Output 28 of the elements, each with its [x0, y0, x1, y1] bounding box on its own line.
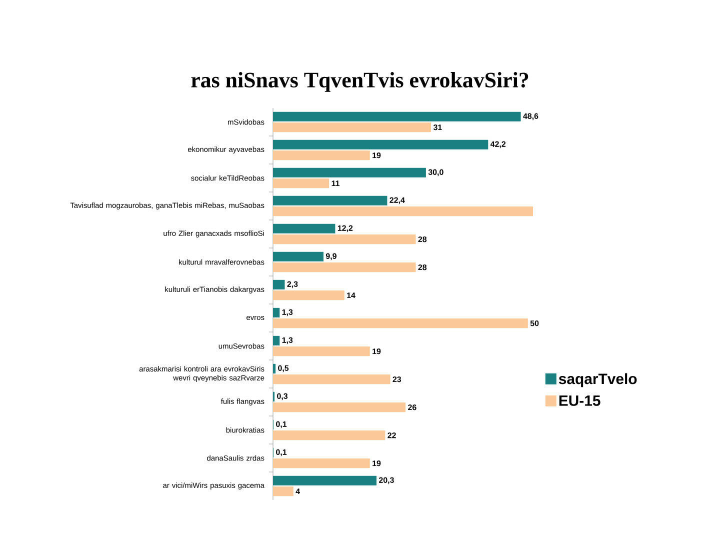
bar: [273, 178, 330, 188]
bar: [273, 346, 370, 356]
legend-label: EU-15: [559, 395, 600, 406]
bar: [273, 336, 280, 346]
bar: [273, 234, 416, 244]
bar: [273, 122, 432, 132]
bar: [273, 150, 370, 160]
bar: [273, 318, 528, 328]
bar: [273, 224, 336, 234]
bar: [273, 364, 276, 374]
bar: [273, 476, 376, 486]
bar: [273, 374, 390, 384]
bar: [273, 196, 388, 206]
bar: [273, 112, 521, 122]
bar: [273, 206, 534, 216]
bar: [273, 262, 416, 272]
bar: [273, 140, 488, 150]
chart-title: ras niSnavs TqvenTvis evrokavSiri?: [191, 72, 528, 92]
bar: [273, 252, 324, 262]
bar: [273, 402, 406, 412]
legend-label: saqarTvelo: [558, 373, 637, 388]
bar: [273, 168, 426, 178]
bar: [273, 290, 344, 300]
bar: [273, 458, 370, 468]
bar: [273, 308, 280, 318]
bar: [273, 430, 386, 440]
bar: [273, 280, 285, 290]
bar: [273, 486, 294, 496]
